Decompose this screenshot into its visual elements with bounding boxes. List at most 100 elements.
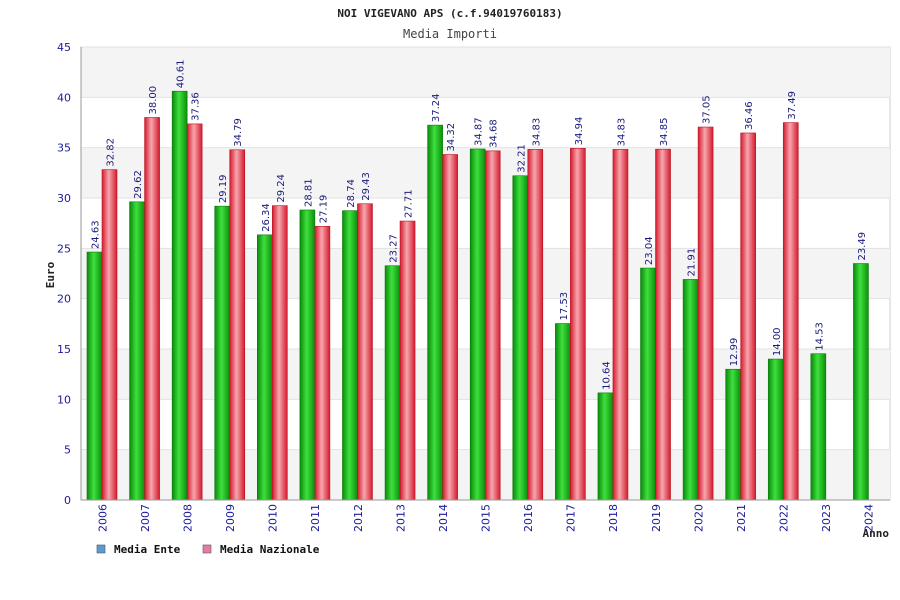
data-label-media-ente-2006: 24.63 <box>91 220 102 249</box>
bar-media-nazionale-2008 <box>186 123 203 501</box>
data-label-media-nazionale-2021: 36.46 <box>744 101 755 130</box>
bar-media-ente-2022 <box>767 358 784 501</box>
y-axis-ticks: 0 5 10 15 20 25 30 35 40 45 <box>57 41 71 507</box>
data-label-media-ente-2008: 40.61 <box>176 60 187 89</box>
bar-media-nazionale-2006 <box>101 169 118 501</box>
data-label-media-nazionale-2019: 34.85 <box>659 118 670 147</box>
x-axis-ticks: 2006 2007 2008 2009 2010 2011 2012 2013 2014 2015… <box>96 504 875 532</box>
data-label-media-nazionale-2014: 34.32 <box>446 123 457 152</box>
y-tick-label: 5 <box>64 444 71 457</box>
data-label-media-nazionale-2007: 38.00 <box>148 86 159 115</box>
data-label-media-nazionale-2018: 34.83 <box>616 118 627 147</box>
legend: Media Ente Media Nazionale <box>96 543 320 556</box>
y-tick-label: 45 <box>57 41 71 54</box>
data-label-media-nazionale-2016: 34.83 <box>531 118 542 147</box>
bar-media-ente-2011 <box>299 209 316 501</box>
x-tick-label-2013: 2013 <box>394 504 407 532</box>
bar-media-ente-2007 <box>129 201 145 501</box>
x-tick-label-2021: 2021 <box>735 504 748 532</box>
bar-media-nazionale-2012 <box>357 203 373 501</box>
data-label-media-ente-2010: 26.34 <box>261 203 272 232</box>
x-tick-label-2010: 2010 <box>267 504 280 532</box>
data-label-media-nazionale-2011: 27.19 <box>318 195 329 224</box>
data-label-media-ente-2023: 14.53 <box>814 322 825 351</box>
bar-media-ente-2008 <box>171 90 188 501</box>
bar-media-nazionale-2014 <box>442 154 458 501</box>
bar-media-ente-2023 <box>810 353 827 501</box>
data-label-media-ente-2018: 10.64 <box>601 361 612 390</box>
x-tick-label-2023: 2023 <box>820 504 833 532</box>
x-tick-label-2007: 2007 <box>139 504 152 532</box>
bar-media-nazionale-2020 <box>697 126 714 501</box>
x-tick-label-2008: 2008 <box>181 504 194 532</box>
y-tick-label: 30 <box>57 192 71 205</box>
x-tick-label-2018: 2018 <box>607 504 620 532</box>
data-label-media-ente-2015: 34.87 <box>474 117 485 146</box>
x-tick-label-2022: 2022 <box>778 504 791 532</box>
bar-media-ente-2006 <box>86 251 103 501</box>
bar-media-nazionale-2013 <box>399 220 416 501</box>
bar-media-nazionale-2021 <box>740 132 756 501</box>
data-label-media-nazionale-2013: 27.71 <box>404 189 415 218</box>
x-tick-label-2016: 2016 <box>522 504 535 532</box>
bar-media-ente-2019 <box>640 267 656 501</box>
bar-media-nazionale-2007 <box>144 117 160 501</box>
y-tick-label: 25 <box>57 242 71 255</box>
data-label-media-nazionale-2006: 32.82 <box>106 138 117 167</box>
data-label-media-ente-2020: 21.91 <box>687 248 698 277</box>
bar-media-ente-2020 <box>682 279 699 501</box>
data-label-media-ente-2024: 23.49 <box>857 232 868 261</box>
data-label-media-ente-2007: 29.62 <box>133 170 144 199</box>
x-tick-label-2015: 2015 <box>480 504 493 532</box>
bar-media-ente-2014 <box>427 124 443 501</box>
bar-media-nazionale-2017 <box>570 147 586 501</box>
bar-media-ente-2009 <box>214 205 231 501</box>
bars-layer <box>86 90 869 501</box>
legend-swatch-media-nazionale <box>202 544 212 554</box>
data-label-media-nazionale-2017: 34.94 <box>574 117 585 146</box>
bar-media-ente-2021 <box>725 368 741 501</box>
bar-media-ente-2024 <box>853 263 869 501</box>
chart-subtitle: Media Importi <box>403 27 497 41</box>
legend-label-media-ente: Media Ente <box>114 543 181 556</box>
legend-swatch-media-ente <box>96 544 106 554</box>
legend-label-media-nazionale: Media Nazionale <box>220 543 320 556</box>
bar-media-nazionale-2015 <box>484 150 501 501</box>
y-tick-label: 0 <box>64 494 71 507</box>
data-label-media-ente-2012: 28.74 <box>346 179 357 208</box>
y-tick-label: 20 <box>57 293 71 306</box>
bar-media-ente-2017 <box>555 323 571 501</box>
data-label-media-nazionale-2012: 29.43 <box>361 172 372 201</box>
bar-media-nazionale-2019 <box>655 148 671 501</box>
data-label-media-ente-2016: 32.21 <box>516 144 527 173</box>
bar-media-nazionale-2018 <box>612 149 629 501</box>
x-tick-label-2006: 2006 <box>96 504 109 532</box>
data-label-media-ente-2014: 37.24 <box>431 93 442 122</box>
x-tick-label-2019: 2019 <box>650 504 663 532</box>
x-tick-label-2012: 2012 <box>352 504 365 532</box>
data-label-media-ente-2017: 17.53 <box>559 292 570 321</box>
bar-media-ente-2016 <box>512 175 529 501</box>
y-axis-label: Euro <box>44 261 57 288</box>
grid-band <box>81 47 890 98</box>
data-label-media-nazionale-2022: 37.49 <box>787 91 798 120</box>
data-label-media-ente-2019: 23.04 <box>644 236 655 265</box>
bar-media-ente-2015 <box>469 148 486 501</box>
chart-title: NOI VIGEVANO APS (c.f.94019760183) <box>337 7 562 20</box>
data-label-media-nazionale-2010: 29.24 <box>276 174 287 203</box>
bar-media-nazionale-2022 <box>782 122 799 501</box>
data-label-media-ente-2009: 29.19 <box>218 175 229 204</box>
bar-media-nazionale-2009 <box>229 149 246 501</box>
data-label-media-ente-2013: 23.27 <box>389 234 400 263</box>
bar-media-nazionale-2016 <box>527 149 544 501</box>
bar-media-ente-2018 <box>597 392 614 501</box>
x-tick-label-2009: 2009 <box>224 504 237 532</box>
x-tick-label-2011: 2011 <box>309 504 322 532</box>
data-label-media-ente-2022: 14.00 <box>772 327 783 356</box>
bar-media-ente-2010 <box>257 234 273 501</box>
bar-media-ente-2012 <box>342 210 358 501</box>
y-tick-label: 35 <box>57 142 71 155</box>
data-label-media-ente-2021: 12.99 <box>729 338 740 367</box>
x-tick-label-2017: 2017 <box>565 504 578 532</box>
